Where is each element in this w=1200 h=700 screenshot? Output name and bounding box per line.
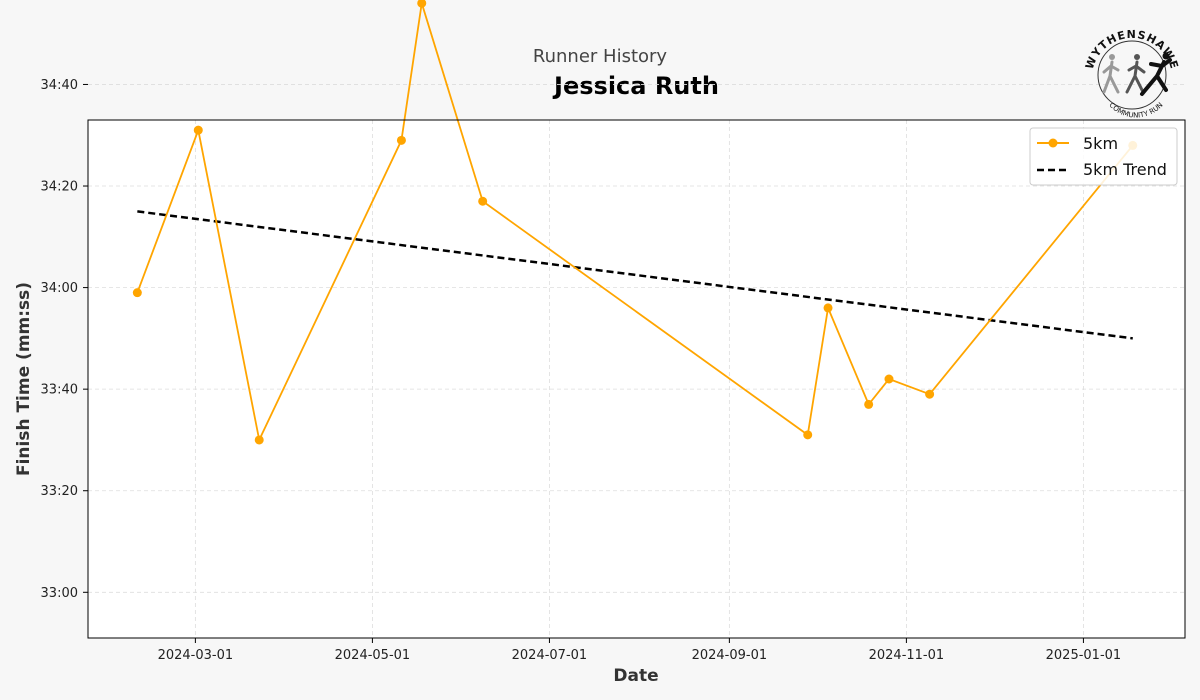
x-axis-label: Date (613, 666, 658, 686)
data-point-5km (132, 288, 142, 298)
grid-lines (88, 84, 1185, 638)
data-point-5km (478, 196, 488, 206)
series-5km-line (136, 2, 1134, 443)
y-tick-label: 33:40 (41, 383, 78, 398)
data-point-5km (254, 435, 264, 445)
runner-figure-dark-icon (1125, 54, 1146, 94)
y-tick-label: 34:20 (41, 180, 78, 195)
y-axis-label: Finish Time (mm:ss) (14, 282, 34, 476)
legend-marker-5km (1048, 138, 1058, 148)
x-tick-label: 2024-11-01 (869, 648, 945, 663)
data-point-5km (803, 430, 813, 440)
data-point-5km (396, 135, 406, 145)
plot-frame (87, 119, 1186, 639)
legend-label-5km: 5km (1083, 134, 1118, 153)
y-tick-label: 33:00 (41, 586, 78, 601)
data-point-5km (417, 0, 427, 8)
y-tick-label: 34:40 (41, 78, 78, 93)
series-layer (132, 0, 1138, 445)
data-point-5km (925, 389, 935, 399)
x-tick-label: 2024-05-01 (335, 648, 411, 663)
chart-supertitle: Runner History (532, 46, 668, 67)
trend-line (137, 210, 1133, 340)
logo-ring (1097, 40, 1167, 110)
data-point-5km (193, 125, 203, 135)
y-tick-label: 33:20 (41, 484, 78, 499)
legend-label-trend: 5km Trend (1083, 160, 1167, 179)
y-tick-label: 34:00 (41, 281, 78, 296)
data-point-5km (823, 303, 833, 313)
x-tick-label: 2024-09-01 (692, 648, 768, 663)
x-tick-label: 2024-03-01 (158, 648, 234, 663)
x-tick-label: 2024-07-01 (512, 648, 588, 663)
data-point-5km (864, 399, 874, 409)
runner-figure-black-icon (1140, 52, 1172, 96)
logo-bottom-text: COMMUNITY RUN (1107, 101, 1164, 119)
runners-logo: WYTHENSHAWE COMMUNITY RUN (1083, 28, 1180, 120)
x-tick-label: 2025-01-01 (1046, 648, 1122, 663)
legend: 5km 5km Trend (1029, 127, 1178, 186)
plot-area (88, 120, 1185, 638)
runner-figure-grey-icon (1102, 54, 1120, 94)
runner-name-title: Jessica Ruth (554, 72, 719, 100)
axes: 2024-03-01 2024-05-01 2024-07-01 2024-09-01… (41, 78, 1122, 663)
data-point-5km (884, 374, 894, 384)
